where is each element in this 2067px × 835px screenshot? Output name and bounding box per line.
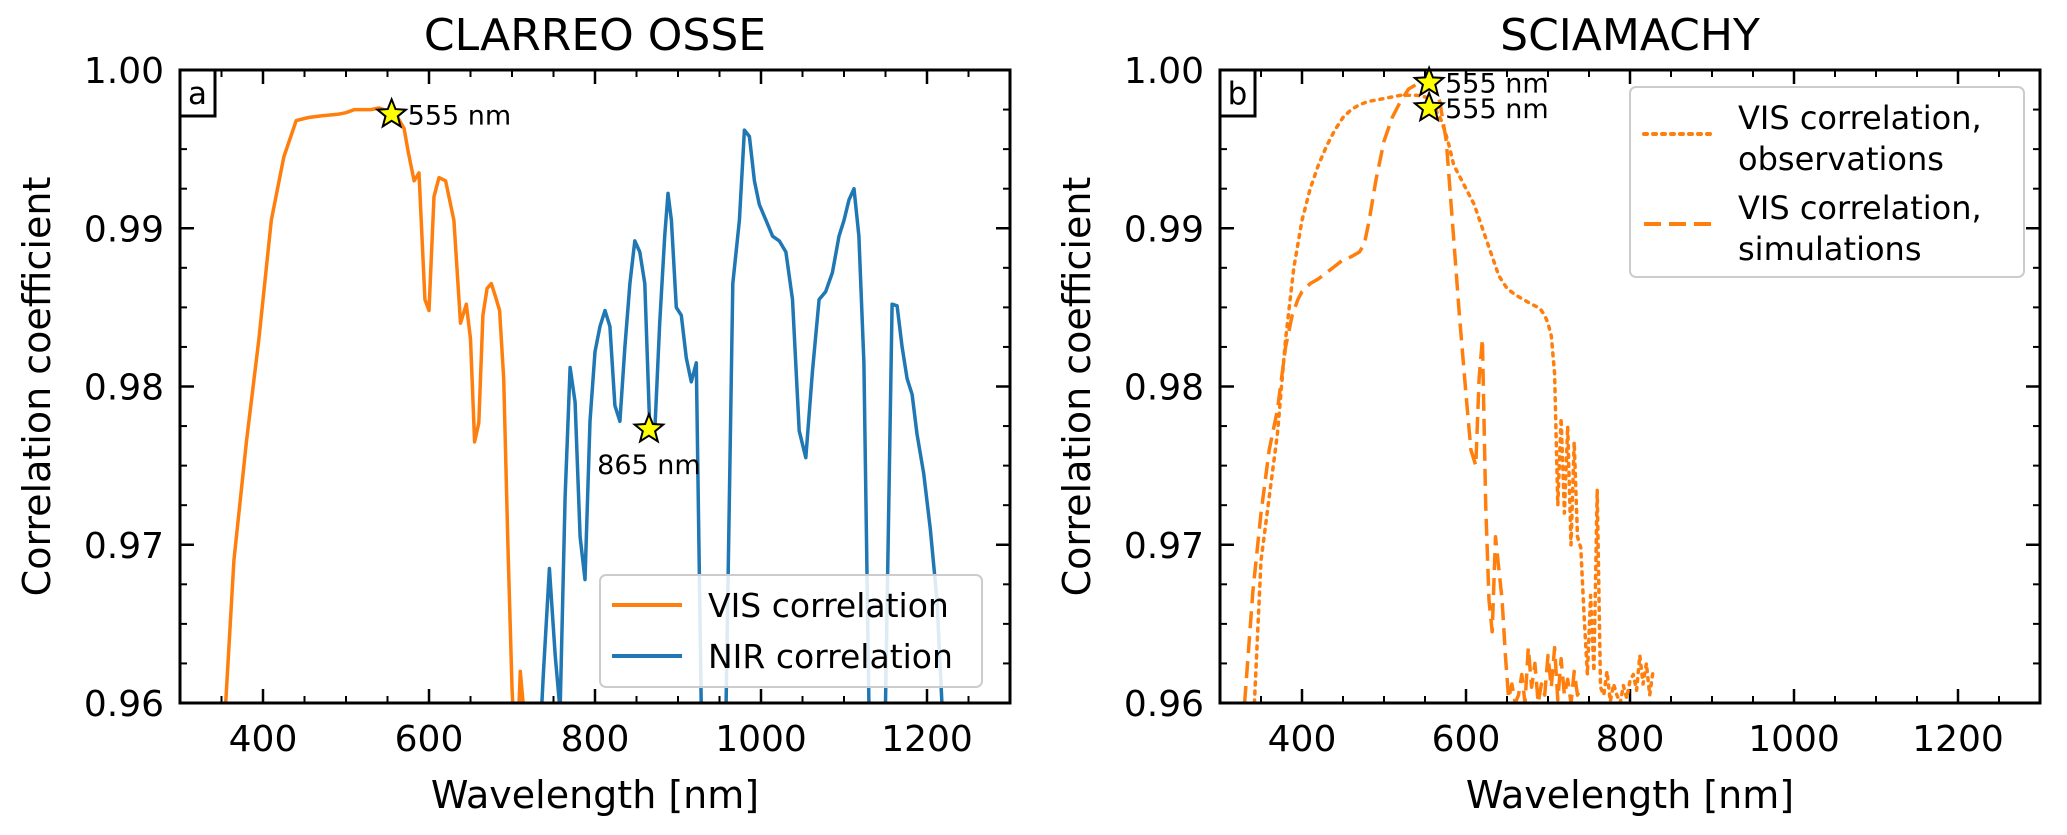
legend-box [599,574,983,688]
legend-box [1629,86,2025,278]
x-axis-label: Wavelength [nm] [431,773,759,817]
y-tick-label: 0.99 [1124,209,1204,250]
legend-label: VIS correlation [708,586,949,625]
chart-title: SCIAMACHY [1500,10,1760,61]
panel-a: CLARREO OSSE Wavelength [nm] Correlation c… [15,10,1012,817]
x-tick-label: 400 [229,719,298,760]
y-tick-label: 0.96 [1124,684,1204,725]
panel-b: SCIAMACHY Wavelength [nm] Correlation coef… [1055,10,2042,817]
y-axis-label: Correlation coefficient [15,177,59,597]
y-tick-label: 0.97 [84,526,164,567]
legend-label: NIR correlation [708,637,953,676]
star-marker [374,96,409,129]
y-tick-label: 0.96 [84,684,164,725]
panel-label: b [1228,76,1248,112]
y-tick-label: 0.99 [84,209,164,250]
panel-label: a [188,76,207,112]
star-marker [1412,90,1447,123]
x-tick-label: 600 [395,719,464,760]
legend-label: VIS correlation, [1738,189,1982,227]
x-tick-label: 1200 [881,719,973,760]
y-tick-label: 1.00 [84,51,164,92]
legend-label: observations [1738,140,1944,178]
x-tick-label: 1000 [715,719,807,760]
series-line-2 [532,128,944,703]
axes-frame [178,68,1012,705]
x-tick-label: 1200 [1912,719,2004,760]
marker-label: 555 nm [408,100,512,131]
panel-label-box [1218,68,1257,118]
series-line-1 [1252,93,1655,703]
legend-label: VIS correlation, [1738,99,1982,137]
x-tick-label: 600 [1432,719,1501,760]
marker-label: 555 nm [1445,94,1549,125]
y-tick-label: 0.98 [84,368,164,409]
y-tick-label: 1.00 [1124,51,1204,92]
y-tick-label: 0.97 [1124,526,1204,567]
legend-label: simulations [1738,230,1921,268]
marker-label: 555 nm [1445,69,1549,100]
y-tick-label: 0.98 [1124,368,1204,409]
y-axis-label: Correlation coefficient [1055,177,1099,597]
chart-title: CLARREO OSSE [424,10,766,61]
series-line-2 [1242,80,1583,703]
panel-label-box [178,68,217,118]
x-tick-label: 800 [561,719,630,760]
star-marker [632,411,666,444]
x-tick-label: 800 [1596,719,1665,760]
x-tick-label: 400 [1268,719,1337,760]
x-axis-label: Wavelength [nm] [1466,773,1794,817]
axes-frame [1218,68,2042,705]
star-marker [1412,64,1447,98]
marker-label: 865 nm [597,450,701,481]
x-tick-label: 1000 [1748,719,1840,760]
series-line-1 [223,106,525,703]
